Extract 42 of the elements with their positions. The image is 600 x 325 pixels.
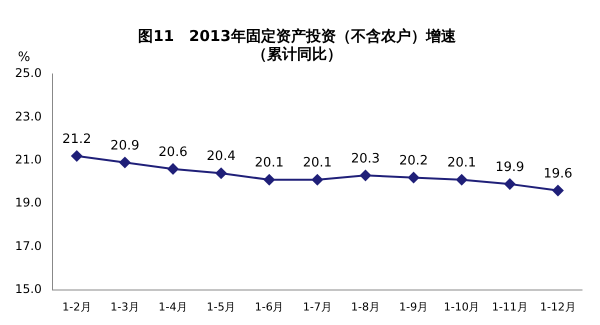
x-tick-label: 1-3月 bbox=[110, 300, 140, 314]
x-tick-label: 1-8月 bbox=[350, 300, 380, 314]
y-tick-label: 19.0 bbox=[15, 196, 42, 210]
data-label: 20.2 bbox=[399, 153, 428, 168]
x-tick-label: 1-7月 bbox=[302, 300, 332, 314]
x-tick-label: 1-9月 bbox=[399, 300, 428, 314]
data-label: 20.1 bbox=[447, 156, 476, 171]
point bbox=[504, 178, 516, 190]
x-tick-label: 1-2月 bbox=[62, 300, 92, 314]
point bbox=[552, 185, 564, 196]
x-tick-label: 1-6月 bbox=[254, 300, 284, 314]
data-label: 19.6 bbox=[543, 166, 572, 182]
chart-subtitle: （累计同比） bbox=[252, 44, 342, 63]
point bbox=[408, 172, 420, 184]
y-tick-label: 25.0 bbox=[15, 66, 42, 80]
data-label: 19.9 bbox=[495, 160, 524, 175]
y-axis-title: % bbox=[18, 50, 30, 65]
x-tick-label: 1-11月 bbox=[492, 300, 528, 314]
x-tick-label: 1-12月 bbox=[540, 300, 576, 314]
data-label: 20.3 bbox=[351, 151, 380, 166]
x-tick-label: 1-4月 bbox=[158, 300, 188, 314]
point bbox=[71, 150, 82, 162]
data-label: 20.9 bbox=[110, 138, 140, 154]
point bbox=[216, 168, 227, 179]
y-tick-label: 23.0 bbox=[15, 109, 42, 124]
data-label: 20.6 bbox=[158, 144, 188, 160]
point bbox=[456, 174, 468, 186]
y-tick-label: 21.0 bbox=[15, 152, 42, 166]
y-tick-label: 17.0 bbox=[15, 238, 42, 253]
x-tick-label: 1-10月 bbox=[444, 300, 480, 314]
point bbox=[168, 163, 179, 174]
data-label: 20.4 bbox=[206, 149, 236, 164]
y-tick-label: 15.0 bbox=[15, 282, 42, 296]
x-tick-label: 1-5月 bbox=[206, 300, 236, 314]
data-label: 21.2 bbox=[62, 132, 92, 147]
point bbox=[119, 156, 130, 168]
data-label: 20.1 bbox=[254, 156, 284, 171]
point bbox=[264, 174, 275, 186]
point bbox=[360, 170, 371, 181]
chart-title: 图11 2013年固定资产投资（不含农户）增速 bbox=[138, 26, 457, 45]
point bbox=[312, 174, 323, 186]
data-label: 20.1 bbox=[302, 156, 332, 171]
